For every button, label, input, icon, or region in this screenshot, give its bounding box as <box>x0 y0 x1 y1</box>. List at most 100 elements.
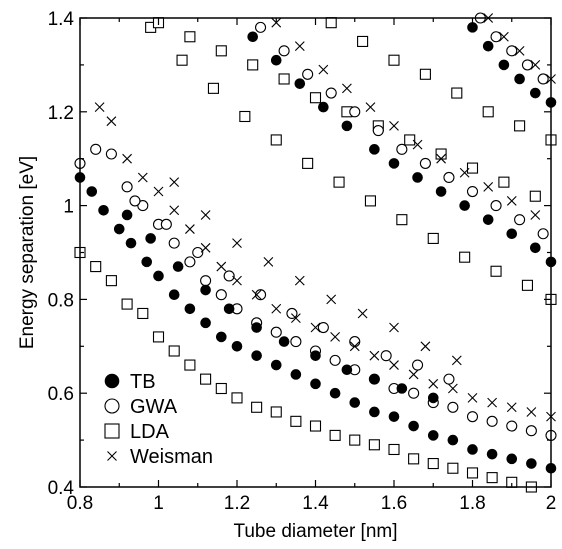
data-point-gwa <box>490 200 502 212</box>
data-point-lda <box>239 110 251 123</box>
data-point-gwa <box>317 321 329 334</box>
data-point-tb <box>113 223 125 235</box>
x-tick-label: 1.6 <box>381 493 407 514</box>
data-point-lda <box>184 359 196 371</box>
data-point-gwa <box>200 275 212 287</box>
y-tick-label: 1.2 <box>48 103 74 124</box>
data-point-tb <box>369 406 380 418</box>
data-point-tb <box>427 392 439 404</box>
legend-label-lda: LDA <box>130 421 170 443</box>
data-point-gwa <box>329 354 341 366</box>
data-point-weisman <box>137 172 148 183</box>
data-point-lda <box>325 17 337 29</box>
data-point-gwa <box>521 59 534 71</box>
data-point-tb <box>318 101 329 113</box>
data-point-gwa <box>349 336 361 348</box>
data-point-weisman <box>294 275 305 286</box>
data-point-gwa <box>372 125 384 137</box>
data-point-weisman <box>310 322 321 333</box>
data-point-gwa <box>506 45 518 57</box>
data-point-weisman <box>389 120 399 131</box>
data-point-weisman <box>451 355 462 366</box>
data-point-tb <box>486 448 498 460</box>
data-point-tb <box>498 59 510 71</box>
data-point-weisman <box>526 407 537 417</box>
data-point-lda <box>215 45 227 57</box>
data-point-weisman <box>530 60 541 70</box>
y-tick-label: 0.8 <box>48 290 74 311</box>
data-point-gwa <box>419 157 431 169</box>
data-point-lda <box>435 148 447 160</box>
data-point-lda <box>105 275 117 287</box>
data-point-gwa <box>192 246 204 259</box>
data-point-gwa <box>349 106 361 118</box>
data-point-weisman <box>467 393 478 403</box>
data-point-gwa <box>486 415 498 427</box>
data-point-weisman <box>94 102 105 112</box>
legend-marker-lda <box>104 423 120 439</box>
legend-marker-weisman <box>107 451 117 461</box>
x-tick-label: 0.8 <box>67 493 93 514</box>
data-point-lda <box>451 87 463 99</box>
data-point-weisman <box>389 360 399 370</box>
data-point-lda <box>388 54 400 66</box>
data-point-lda <box>215 382 227 395</box>
data-point-tb <box>514 73 525 85</box>
data-point-lda <box>309 92 322 104</box>
data-point-tb <box>168 289 180 301</box>
x-axis-label: Tube diameter [nm] <box>233 521 397 542</box>
data-point-weisman <box>200 210 211 220</box>
data-point-gwa <box>514 214 526 226</box>
x-tick-label: 1 <box>153 493 164 514</box>
data-point-gwa <box>290 336 302 348</box>
data-point-weisman <box>232 238 242 249</box>
data-point-gwa <box>525 425 537 437</box>
data-point-lda <box>184 31 196 43</box>
data-point-gwa <box>380 350 392 362</box>
data-point-gwa <box>408 387 420 399</box>
data-point-lda <box>498 176 510 188</box>
data-point-lda <box>388 443 400 456</box>
data-point-weisman <box>436 153 446 164</box>
data-point-tb <box>153 270 164 282</box>
data-point-weisman <box>185 224 195 234</box>
data-point-tb <box>482 214 494 225</box>
data-point-lda <box>466 467 479 479</box>
data-point-weisman <box>459 167 470 178</box>
data-point-gwa <box>447 401 459 413</box>
data-point-tb <box>341 120 353 132</box>
data-point-lda <box>290 415 302 427</box>
data-point-lda <box>368 439 380 451</box>
data-point-lda <box>121 298 133 310</box>
data-point-weisman <box>251 289 262 300</box>
data-point-tb <box>388 411 400 422</box>
data-point-tb <box>223 303 235 315</box>
data-point-lda <box>251 401 263 413</box>
data-point-tb <box>447 434 459 446</box>
legend-label-tb: TB <box>130 371 156 393</box>
plot-area <box>74 12 557 493</box>
data-point-weisman <box>369 350 380 361</box>
data-point-tb <box>349 397 361 408</box>
data-point-tb <box>310 378 321 390</box>
data-point-weisman <box>106 116 117 127</box>
data-point-lda <box>427 232 439 244</box>
data-point-tb <box>145 233 156 244</box>
data-point-gwa <box>490 31 502 43</box>
data-point-lda <box>152 331 165 343</box>
data-point-gwa <box>168 237 180 249</box>
data-point-lda <box>490 265 502 277</box>
data-point-tb <box>412 172 423 183</box>
data-point-tb <box>251 350 262 361</box>
data-point-weisman <box>389 322 399 333</box>
data-point-lda <box>529 190 541 202</box>
data-point-lda <box>349 434 361 446</box>
data-point-weisman <box>294 41 305 52</box>
data-point-tb <box>121 209 133 221</box>
data-point-weisman <box>200 242 211 253</box>
data-point-gwa <box>129 195 141 207</box>
y-tick-label: 0.6 <box>48 384 74 405</box>
data-point-tb <box>125 237 137 249</box>
data-point-gwa <box>411 359 424 371</box>
